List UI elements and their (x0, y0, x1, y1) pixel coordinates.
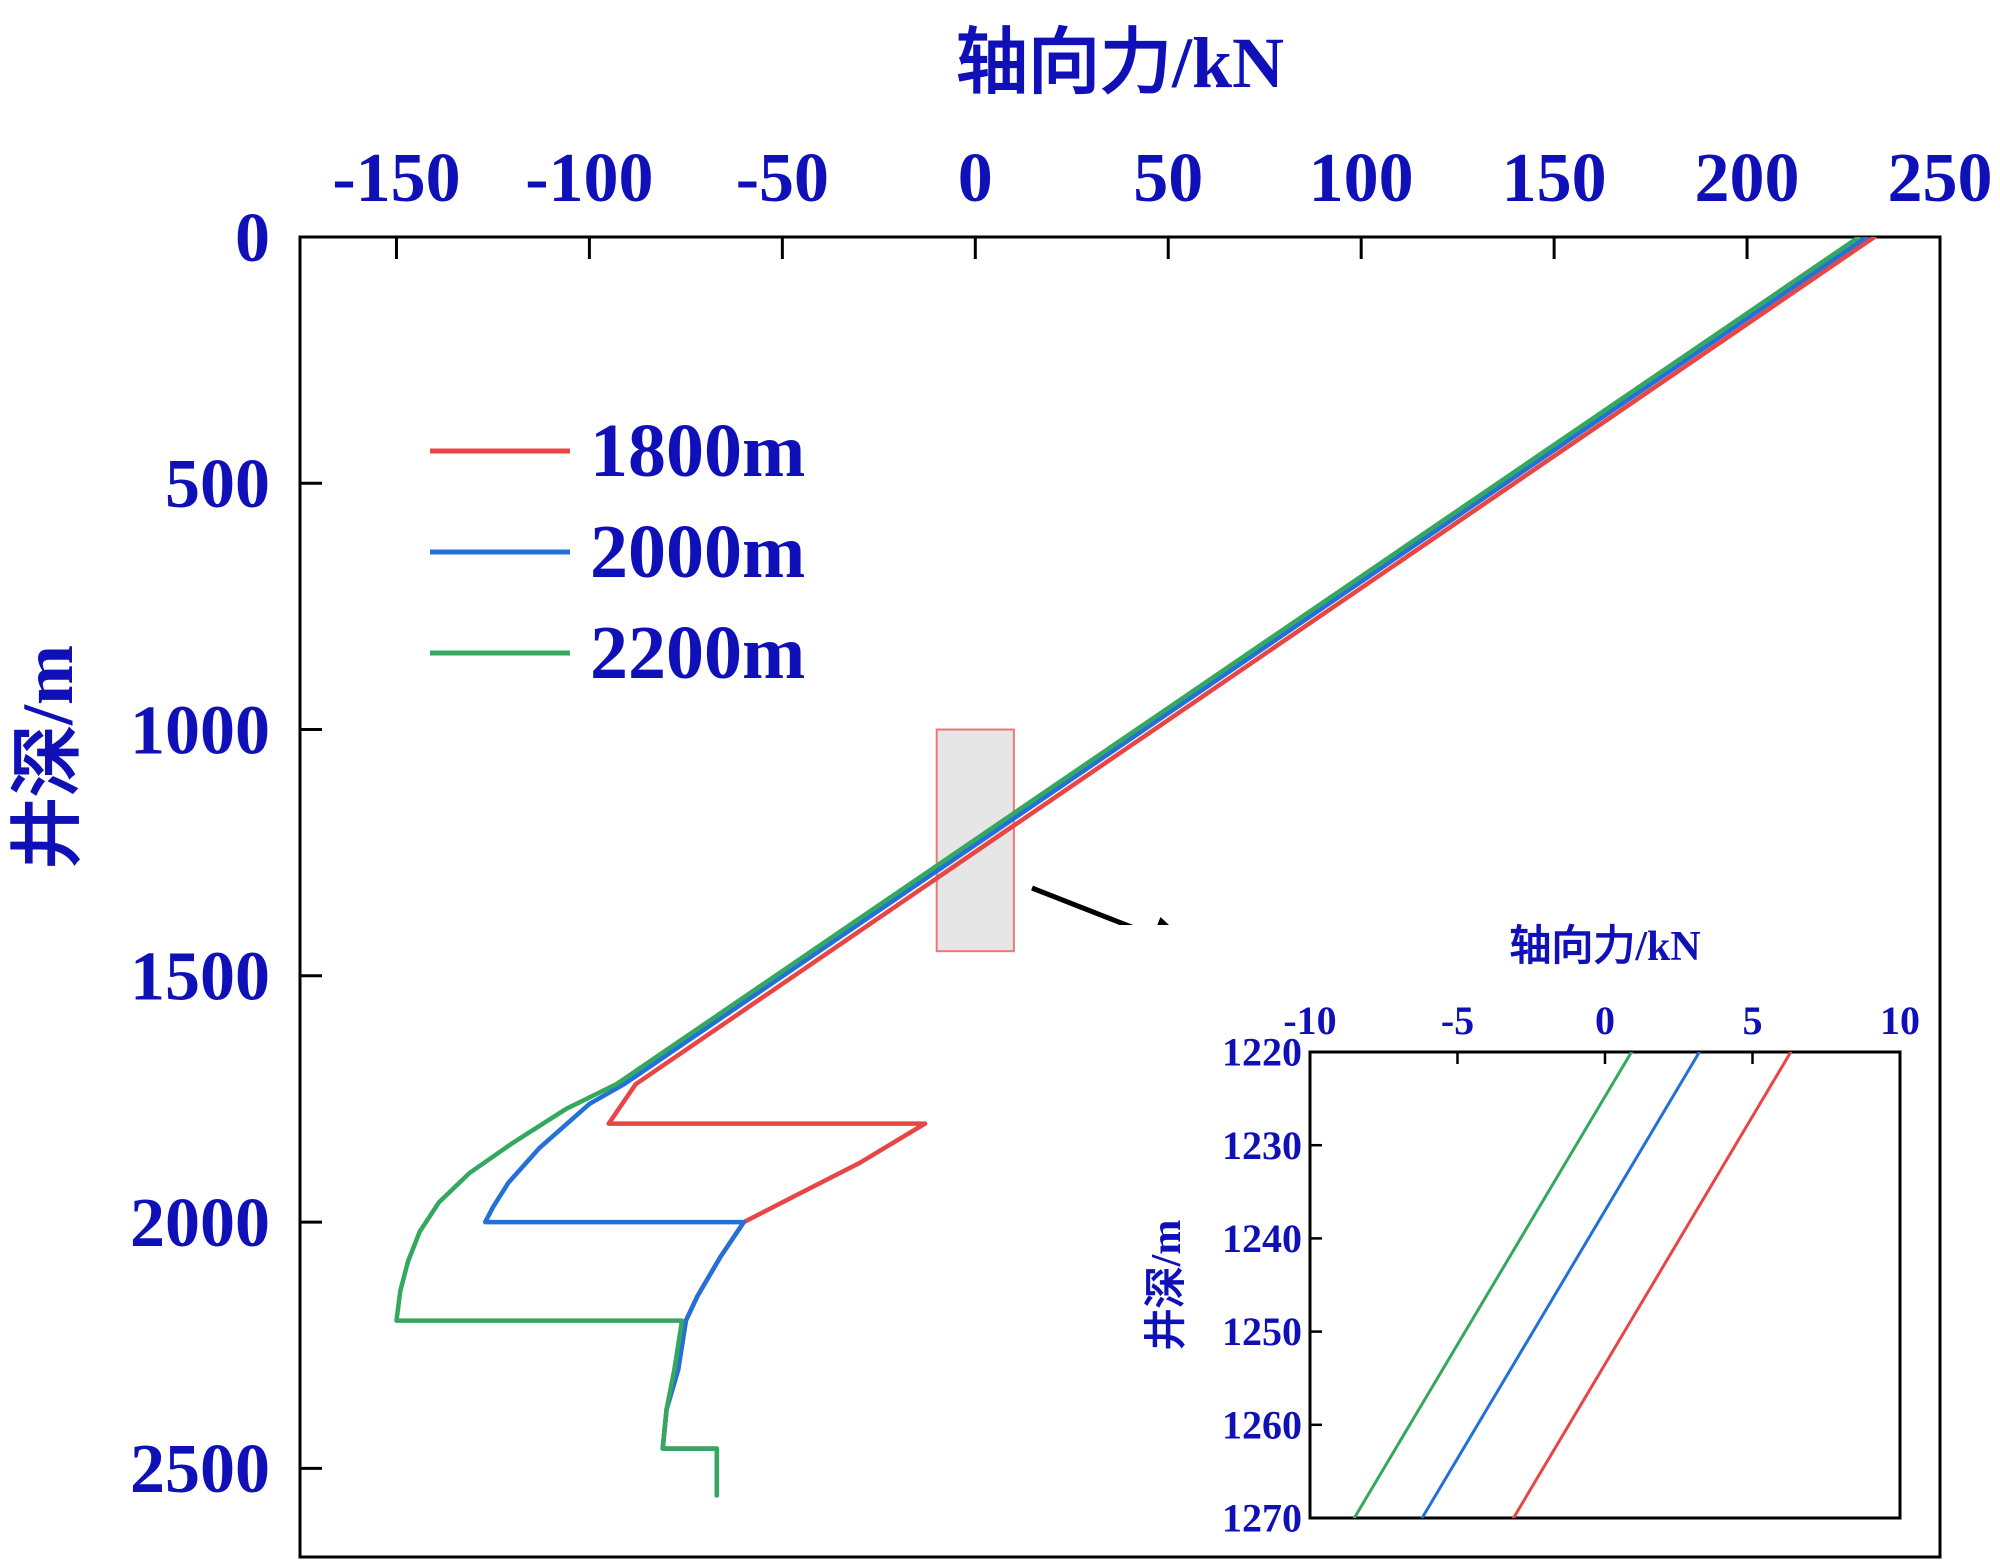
x-tick-label: -100 (525, 140, 653, 217)
series-line-2200m (1352, 1052, 1633, 1518)
y-tick-label: 1220 (1222, 1030, 1302, 1075)
x-tick-label: 200 (1695, 140, 1800, 217)
x-tick-label: -150 (332, 140, 460, 217)
x-tick-label: -5 (1441, 998, 1474, 1043)
y-tick-label: 2000 (130, 1185, 270, 1262)
x-tick-label: -50 (736, 140, 829, 217)
series-line-2000m (1420, 1052, 1701, 1518)
y-tick-label: 1270 (1222, 1496, 1302, 1541)
y-tick-label: 1000 (130, 692, 270, 769)
y-tick-label: 500 (165, 446, 270, 523)
x-tick-label: 250 (1888, 140, 1993, 217)
y-axis-title: 井深/m (1143, 1220, 1190, 1351)
y-tick-label: 1250 (1222, 1309, 1302, 1354)
y-tick-label: 1230 (1222, 1123, 1302, 1168)
y-tick-label: 1260 (1222, 1402, 1302, 1447)
x-tick-label: 10 (1880, 998, 1920, 1043)
x-tick-label: 100 (1309, 140, 1414, 217)
x-tick-label: -10 (1283, 998, 1336, 1043)
x-tick-label: 0 (1595, 998, 1615, 1043)
plot-frame (298, 235, 1942, 1559)
series-line-1800m (1512, 1052, 1793, 1518)
y-tick-label: 1240 (1222, 1216, 1302, 1261)
legend-label: 1800m (590, 409, 805, 493)
y-tick-label: 2500 (130, 1431, 270, 1508)
y-tick-label: 0 (235, 200, 270, 277)
main-chart: -150 -100 -50 0 50 100 150 200 25005001000150020… (8, 23, 1993, 1559)
series-line-2200m (394, 237, 1862, 1498)
x-tick-label: 150 (1502, 140, 1607, 217)
legend-label: 2200m (590, 611, 805, 695)
x-tick-label: 0 (958, 140, 993, 217)
x-axis-title: 轴向力/kN (1509, 923, 1700, 970)
y-axis-title: 井深/m (8, 645, 88, 869)
legend: 1800m 2000m 2200m (430, 409, 805, 695)
legend-label: 2000m (590, 510, 805, 594)
zoom-highlight-box (935, 728, 1015, 953)
x-tick-label: 5 (1743, 998, 1763, 1043)
x-tick-label: 50 (1133, 140, 1203, 217)
x-axis-title: 轴向力/kN (956, 23, 1284, 103)
inset-chart: -10 -5 0 5 10 1220 1230 1240 1250 1260 1270 轴向力/kN 井… (1115, 923, 1930, 1550)
y-tick-label: 1500 (130, 939, 270, 1016)
